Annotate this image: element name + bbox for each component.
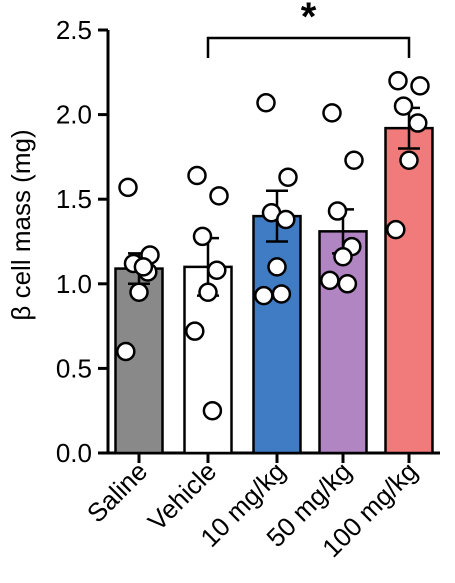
data-point — [333, 246, 353, 267]
data-point — [256, 93, 276, 113]
data-point — [278, 167, 298, 187]
data-point — [202, 400, 223, 421]
data-point — [198, 282, 218, 303]
data-points — [116, 71, 430, 421]
data-point — [129, 282, 149, 303]
bar — [252, 214, 302, 455]
y-tick-label: 2.0 — [56, 100, 92, 130]
data-point — [327, 201, 348, 221]
significance-bracket: * — [206, 0, 411, 58]
data-point — [408, 113, 428, 133]
y-tick-label: 1.0 — [56, 269, 92, 299]
data-point — [185, 321, 205, 341]
data-point — [399, 150, 419, 171]
y-axis-title: β cell mass (mg) — [6, 129, 36, 320]
data-point — [207, 260, 227, 281]
data-point — [267, 257, 287, 277]
data-point — [388, 71, 408, 91]
bars — [114, 106, 434, 455]
data-point — [322, 103, 342, 123]
data-point — [133, 257, 154, 277]
y-tick-label: 2.5 — [56, 15, 92, 45]
data-point — [192, 226, 213, 247]
data-point — [410, 76, 430, 96]
data-point — [116, 341, 136, 362]
significance-line — [206, 36, 411, 58]
data-point — [344, 150, 364, 171]
data-point — [276, 209, 296, 230]
data-point — [386, 219, 406, 240]
data-point — [209, 186, 229, 206]
y-tick-label: 0.0 — [56, 438, 92, 468]
significance-label: * — [301, 0, 317, 39]
y-tick-label: 0.5 — [56, 353, 92, 383]
data-point — [187, 165, 207, 186]
data-point — [254, 285, 274, 306]
data-point — [337, 274, 358, 294]
y-tick-label: 1.5 — [56, 184, 92, 214]
bar — [384, 126, 434, 455]
data-point — [271, 284, 292, 304]
data-point — [393, 96, 414, 116]
data-point — [320, 270, 340, 291]
data-point — [118, 177, 138, 198]
